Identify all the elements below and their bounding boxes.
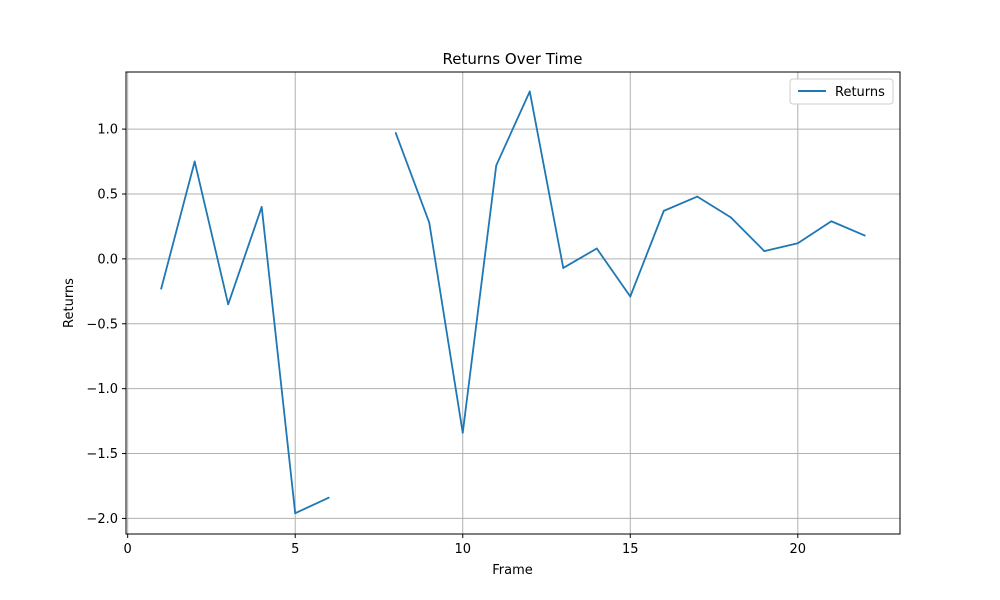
data-point: [495, 164, 498, 167]
y-tick-label: −0.5: [86, 317, 118, 332]
data-point: [629, 295, 632, 298]
series-layer: [160, 90, 866, 515]
data-point: [863, 234, 866, 237]
x-tick-label: 10: [454, 542, 471, 557]
data-point: [227, 303, 230, 306]
legend-label: Returns: [835, 85, 885, 100]
data-point: [763, 250, 766, 252]
data-point: [260, 206, 263, 208]
y-tick-label: −2.0: [86, 512, 118, 527]
data-point: [461, 431, 464, 434]
data-point: [327, 496, 330, 499]
data-point: [662, 209, 665, 212]
data-point: [528, 90, 531, 93]
x-tick-label: 5: [291, 542, 299, 557]
y-axis-label: Returns: [62, 278, 77, 328]
x-tick-label: 0: [124, 542, 132, 557]
data-point: [595, 247, 598, 250]
data-point: [193, 160, 196, 163]
data-point: [830, 220, 833, 223]
grid: [126, 72, 900, 534]
data-point: [696, 195, 699, 198]
data-point: [729, 216, 732, 219]
y-tick-label: −1.5: [86, 447, 118, 462]
x-tick-label: 20: [790, 542, 807, 557]
chart-title: Returns Over Time: [443, 50, 583, 68]
y-tick-label: −1.0: [86, 382, 118, 397]
y-tick-label: 0.0: [97, 252, 118, 267]
y-tick-label: 1.0: [97, 123, 118, 138]
legend: Returns: [789, 78, 894, 105]
data-point: [394, 132, 397, 134]
data-point: [294, 512, 297, 515]
ticks: 0 5 10 15 20 −2.0 −1.5 −1.0 −0.5 0.0 0.5 1.0: [86, 123, 806, 557]
legend-box: [789, 78, 894, 105]
data-point: [562, 267, 565, 269]
data-point: [796, 242, 799, 245]
x-tick-label: 15: [622, 542, 639, 557]
plot-area-frame: [125, 71, 901, 535]
y-tick-label: 0.5: [97, 187, 118, 202]
data-point: [160, 287, 163, 290]
x-axis-label: Frame: [492, 563, 533, 578]
data-point: [428, 221, 431, 224]
